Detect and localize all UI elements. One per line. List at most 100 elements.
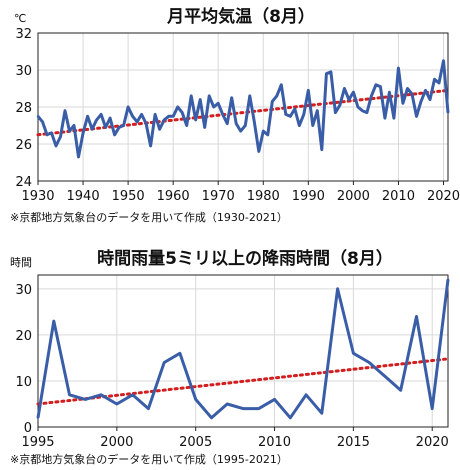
- temperature-y-tick-label: 32: [15, 27, 32, 42]
- temperature-data-point: [248, 94, 251, 98]
- temperature-data-point: [203, 126, 206, 129]
- temperature-y-tick-label: 28: [15, 101, 32, 116]
- temperature-data-point: [307, 89, 310, 92]
- temperature-data-point: [50, 131, 53, 135]
- temperature-data-point: [433, 78, 436, 81]
- temperature-data-point: [361, 109, 364, 112]
- temperature-data-point: [81, 131, 85, 135]
- temperature-data-point: [77, 155, 80, 159]
- temperature-x-tick-label: 1930: [21, 189, 54, 204]
- temperature-series-line: [36, 59, 450, 159]
- temperature-data-point: [140, 113, 143, 116]
- temperature-data-point: [135, 120, 139, 124]
- temperature-data-point: [235, 122, 238, 125]
- rainfall-y-tick-label: 0: [24, 421, 32, 436]
- temperature-data-point: [293, 107, 297, 111]
- temperature-data-point: [41, 120, 44, 124]
- temperature-data-point: [437, 81, 441, 85]
- temperature-data-point: [275, 94, 278, 98]
- rainfall-data-point: [84, 398, 87, 401]
- temperature-y-tick-label: 24: [15, 175, 32, 190]
- temperature-data-point: [253, 120, 256, 124]
- temperature-x-tick-label: 1990: [292, 189, 325, 204]
- rainfall-y-tick-label: 10: [15, 375, 32, 390]
- temperature-chart: 月平均気温（8月） ℃ 24 26 28 30 32 1930 1940 1950 1960 1…: [10, 6, 460, 224]
- temperature-data-point: [198, 98, 202, 101]
- temperature-data-point: [244, 124, 247, 127]
- rainfall-data-point: [162, 361, 166, 364]
- temperature-data-point: [54, 144, 58, 148]
- rainfall-x-tick-label: 2005: [179, 435, 212, 450]
- rainfall-x-tick-label: 2010: [258, 435, 291, 450]
- temperature-data-point: [338, 103, 342, 107]
- temperature-data-point: [410, 92, 414, 96]
- rainfall-x-tick-label: 1995: [21, 435, 54, 450]
- temperature-data-point: [446, 111, 450, 114]
- temperature-data-point: [72, 124, 76, 127]
- temperature-data-point: [284, 113, 288, 116]
- temperature-data-point: [131, 115, 134, 118]
- temperature-data-point: [117, 126, 121, 129]
- temperature-data-point: [280, 83, 283, 87]
- temperature-data-point: [329, 70, 333, 74]
- rainfall-data-point: [147, 407, 150, 410]
- temperature-data-point: [370, 94, 373, 98]
- temperature-data-point: [180, 111, 184, 114]
- temperature-data-point: [379, 85, 382, 88]
- rainfall-x-tick-label: 2015: [337, 435, 370, 450]
- temperature-data-point: [217, 102, 220, 105]
- temperature-data-point: [271, 100, 274, 103]
- temperature-data-point: [126, 105, 130, 109]
- temperature-data-point: [189, 94, 193, 98]
- temperature-data-point: [208, 94, 211, 98]
- temperature-data-point: [388, 91, 391, 94]
- rainfall-data-point: [446, 278, 450, 281]
- temperature-data-point: [289, 115, 292, 118]
- rainfall-data-point: [178, 352, 182, 355]
- temperature-data-point: [221, 113, 224, 116]
- temperature-data-point: [113, 133, 116, 136]
- rainfall-data-point: [257, 407, 260, 410]
- temperature-data-point: [262, 129, 265, 133]
- temperature-data-point: [153, 113, 157, 116]
- temperature-data-point: [226, 122, 229, 125]
- temperature-data-point: [149, 144, 152, 148]
- temperature-data-point: [302, 113, 306, 116]
- rainfall-chart-title: 時間雨量5ミリ以上の降雨時間（8月）: [97, 248, 393, 269]
- temperature-data-point: [343, 87, 346, 90]
- temperature-x-tick-label: 1950: [112, 189, 145, 204]
- rainfall-x-tick-label: 2000: [100, 435, 133, 450]
- rainfall-data-point: [241, 407, 245, 410]
- temperature-data-point: [99, 113, 103, 116]
- temperature-unit-label: ℃: [14, 12, 26, 25]
- rainfall-data-point: [99, 393, 103, 396]
- temperature-data-point: [45, 133, 49, 136]
- temperature-data-point: [424, 89, 427, 92]
- temperature-data-point: [325, 72, 328, 75]
- temperature-data-point: [86, 115, 89, 118]
- rainfall-data-point: [289, 416, 292, 419]
- temperature-data-point: [442, 59, 445, 62]
- temperature-data-point: [257, 150, 260, 153]
- temperature-data-point: [95, 118, 98, 122]
- temperature-data-point: [415, 115, 418, 118]
- temperature-data-point: [347, 98, 351, 101]
- temperature-data-point: [144, 122, 148, 125]
- temperature-data-point: [320, 148, 324, 151]
- rainfall-data-point: [320, 411, 324, 415]
- temperature-data-point: [171, 115, 175, 118]
- rainfall-data-point: [52, 319, 55, 323]
- rainfall-data-point: [336, 287, 339, 291]
- rainfall-x-tick-label: 2020: [416, 435, 449, 450]
- temperature-data-point: [311, 124, 315, 127]
- temperature-x-tick-label: 1940: [67, 189, 100, 204]
- temperature-data-point: [104, 126, 107, 129]
- temperature-chart-title: 月平均気温（8月）: [166, 6, 315, 27]
- temperature-x-tick-label: 2000: [337, 189, 370, 204]
- temperature-x-tick-label: 2010: [382, 189, 415, 204]
- rainfall-data-point: [273, 398, 276, 401]
- rainfall-data-point: [36, 416, 40, 419]
- temperature-data-point: [68, 129, 71, 133]
- temperature-data-point: [59, 135, 62, 138]
